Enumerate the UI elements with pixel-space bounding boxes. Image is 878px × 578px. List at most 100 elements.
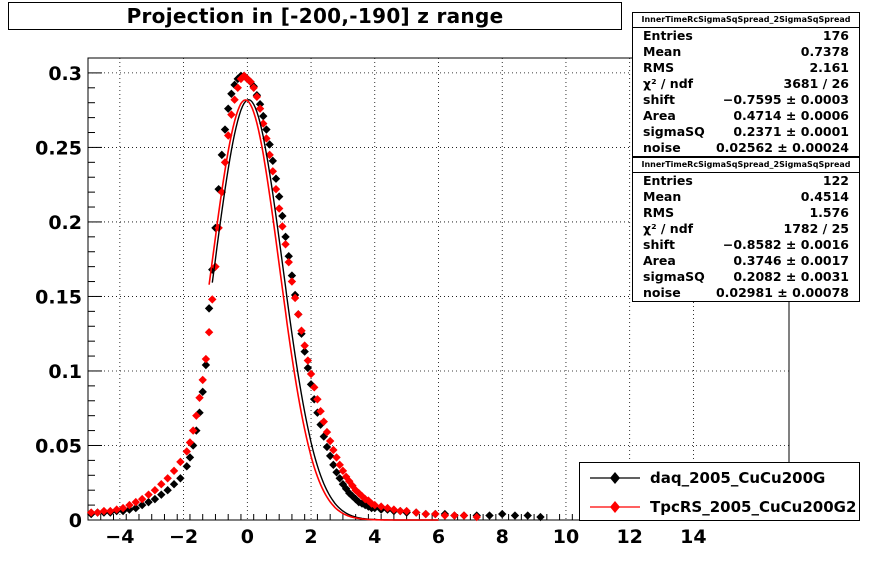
data-point (182, 462, 191, 471)
data-point (230, 80, 239, 90)
data-point (198, 375, 207, 385)
data-point (192, 411, 201, 420)
data-point (262, 125, 271, 134)
stats-row-sigmasq: sigmaSQ 0.2371 ± 0.0001 (643, 124, 849, 139)
y-tick-label: 0 (69, 510, 82, 532)
stats-row-noise: noise 0.02981 ± 0.00078 (643, 285, 849, 300)
data-point (246, 77, 255, 87)
data-point (157, 480, 166, 489)
data-point (265, 150, 274, 160)
fit-curves (208, 98, 439, 521)
data-point (402, 506, 411, 516)
x-tick-label: 12 (616, 526, 642, 548)
data-point (421, 509, 430, 519)
data-point (325, 451, 335, 461)
data-point (227, 89, 236, 98)
y-tick-label: 0.05 (35, 435, 82, 457)
stats-row-entries: Entries 122 (643, 173, 849, 188)
data-point (411, 508, 421, 517)
data-point (255, 100, 265, 109)
stats-row-shift: shift −0.8582 ± 0.0016 (643, 237, 849, 252)
data-point (278, 211, 287, 221)
data-point (163, 474, 172, 483)
data-point (310, 383, 319, 392)
legend-label-daq: daq_2005_CuCu200G (650, 469, 826, 487)
data-point (287, 277, 297, 286)
data-point (204, 328, 214, 337)
legend: daq_2005_CuCu200G TpcRS_2005_CuCu200G2 (579, 462, 860, 521)
data-point (370, 500, 379, 510)
data-point (383, 503, 392, 513)
data-point (472, 512, 481, 522)
stats-row-area: Area 0.4714 ± 0.0006 (643, 108, 849, 123)
data-point (536, 512, 545, 522)
data-point (106, 506, 115, 516)
data-point (329, 445, 338, 455)
stats-row-area: Area 0.3746 ± 0.0017 (643, 253, 849, 268)
stats-row-chi2: χ² / ndf 1782 / 25 (643, 221, 849, 236)
data-point (201, 360, 211, 370)
x-tick-label: 4 (368, 526, 381, 548)
x-tick-label: 14 (680, 526, 706, 548)
data-point (131, 503, 140, 513)
data-point (290, 293, 300, 303)
data-point (268, 156, 278, 166)
data-point (274, 192, 284, 201)
legend-marker-daq (590, 472, 640, 484)
data-point (281, 240, 290, 249)
data-point (396, 506, 405, 516)
data-point (188, 426, 198, 435)
x-tick-label: −4 (105, 526, 134, 548)
data-point (319, 417, 328, 426)
x-tick-label: 0 (241, 526, 254, 548)
data-point (287, 271, 297, 280)
data-point (300, 347, 309, 356)
data-point (294, 310, 303, 319)
data-point (259, 111, 268, 121)
stats-box-tpcrs: InnerTimeRcSigmaSqSpread_2SigmaSqSpread … (632, 157, 860, 302)
stats-row-rms: RMS 2.161 (643, 60, 849, 75)
data-point (325, 436, 335, 446)
data-point (262, 134, 271, 143)
data-point (144, 490, 153, 499)
data-point (86, 508, 96, 517)
data-point (271, 174, 281, 183)
data-point (252, 92, 262, 101)
data-point (137, 494, 147, 504)
data-point (255, 104, 265, 113)
data-point (131, 497, 140, 507)
stats-header: InnerTimeRcSigmaSqSpread_2SigmaSqSpread (633, 13, 859, 28)
data-point (316, 407, 325, 416)
data-point (338, 466, 348, 476)
data-point (176, 457, 185, 467)
fit-curve-daq (211, 98, 439, 521)
data-point (217, 150, 227, 160)
y-tick-label: 0.2 (48, 212, 82, 234)
data-point (227, 110, 236, 119)
data-point (157, 490, 166, 499)
data-point (335, 460, 344, 470)
legend-marker-tpcrs (590, 501, 640, 513)
data-point (144, 497, 153, 507)
data-point (125, 505, 134, 514)
legend-label-tpcrs: TpcRS_2005_CuCu200G2 (650, 498, 857, 516)
data-point (335, 474, 344, 483)
data-point (523, 511, 532, 520)
data-point (450, 511, 459, 520)
data-point (169, 480, 179, 489)
data-point (208, 295, 217, 304)
data-point (99, 506, 109, 516)
data-point (211, 262, 220, 271)
legend-entry-tpcrs: TpcRS_2005_CuCu200G2 (580, 493, 859, 521)
data-point (376, 502, 386, 511)
data-point (198, 387, 207, 397)
y-tick-label: 0.15 (35, 286, 82, 308)
y-tick-label: 0.3 (48, 63, 82, 85)
data-point (485, 511, 494, 520)
data-point (498, 509, 507, 519)
data-point (284, 257, 293, 267)
stats-row-mean: Mean 0.4514 (643, 189, 849, 204)
data-point (440, 511, 450, 520)
data-point (176, 474, 185, 483)
